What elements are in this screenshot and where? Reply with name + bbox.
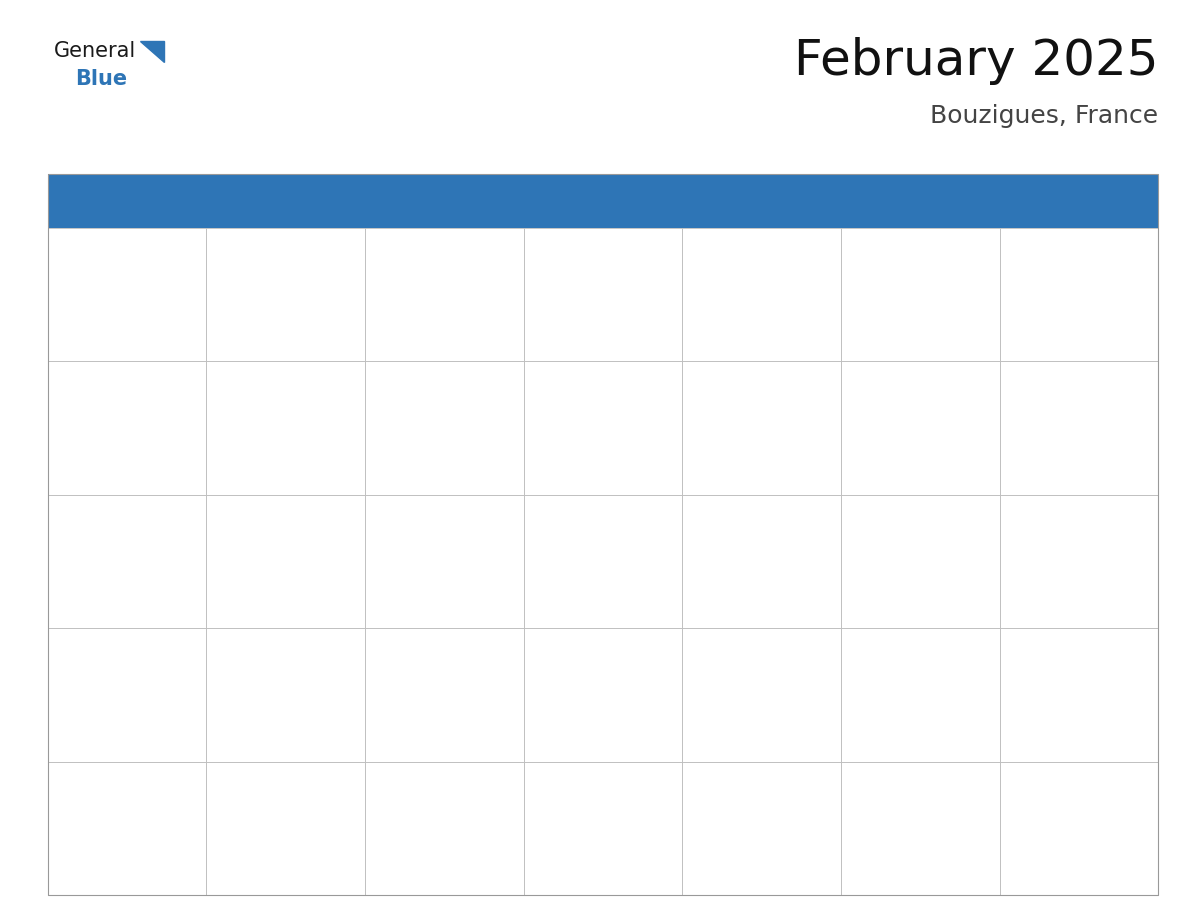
Text: Sunrise: 7:55 AM
Sunset: 6:02 PM
Daylight: 10 hours
and 7 minutes.: Sunrise: 7:55 AM Sunset: 6:02 PM Dayligh… — [689, 391, 805, 457]
Text: Sunrise: 8:01 AM
Sunset: 5:56 PM
Daylight: 9 hours
and 54 minutes.: Sunrise: 8:01 AM Sunset: 5:56 PM Dayligh… — [1006, 258, 1114, 323]
Text: 7: 7 — [848, 368, 860, 386]
Text: 15: 15 — [1006, 502, 1030, 520]
Text: February 2025: February 2025 — [794, 37, 1158, 84]
Text: 8: 8 — [1006, 368, 1018, 386]
Text: Sunrise: 7:25 AM
Sunset: 6:30 PM
Daylight: 11 hours
and 5 minutes.: Sunrise: 7:25 AM Sunset: 6:30 PM Dayligh… — [689, 792, 805, 857]
Text: 18: 18 — [372, 635, 394, 654]
Text: Sunrise: 7:57 AM
Sunset: 6:01 PM
Daylight: 10 hours
and 4 minutes.: Sunrise: 7:57 AM Sunset: 6:01 PM Dayligh… — [531, 391, 646, 457]
Text: 21: 21 — [848, 635, 871, 654]
Text: Sunrise: 7:30 AM
Sunset: 6:27 PM
Daylight: 10 hours
and 56 minutes.: Sunrise: 7:30 AM Sunset: 6:27 PM Dayligh… — [214, 792, 329, 857]
Text: 22: 22 — [1006, 635, 1030, 654]
Text: 27: 27 — [689, 769, 713, 787]
Text: Sunrise: 7:37 AM
Sunset: 6:20 PM
Daylight: 10 hours
and 42 minutes.: Sunrise: 7:37 AM Sunset: 6:20 PM Dayligh… — [531, 658, 646, 724]
Text: 11: 11 — [372, 502, 394, 520]
Text: 3: 3 — [214, 368, 225, 386]
Text: Sunrise: 7:23 AM
Sunset: 6:32 PM
Daylight: 11 hours
and 8 minutes.: Sunrise: 7:23 AM Sunset: 6:32 PM Dayligh… — [848, 792, 963, 857]
Text: 17: 17 — [214, 635, 236, 654]
Text: Tuesday: Tuesday — [403, 192, 485, 210]
Text: 14: 14 — [848, 502, 871, 520]
Text: 28: 28 — [848, 769, 871, 787]
Text: Sunrise: 7:54 AM
Sunset: 6:04 PM
Daylight: 10 hours
and 9 minutes.: Sunrise: 7:54 AM Sunset: 6:04 PM Dayligh… — [848, 391, 963, 457]
Text: Blue: Blue — [75, 69, 127, 89]
Text: Saturday: Saturday — [1034, 192, 1125, 210]
Text: General: General — [53, 41, 135, 62]
Text: 5: 5 — [531, 368, 542, 386]
Text: Sunrise: 7:46 AM
Sunset: 6:12 PM
Daylight: 10 hours
and 25 minutes.: Sunrise: 7:46 AM Sunset: 6:12 PM Dayligh… — [689, 525, 805, 590]
Text: Sunrise: 7:53 AM
Sunset: 6:05 PM
Daylight: 10 hours
and 12 minutes.: Sunrise: 7:53 AM Sunset: 6:05 PM Dayligh… — [1006, 391, 1123, 457]
Text: Sunrise: 7:28 AM
Sunset: 6:28 PM
Daylight: 10 hours
and 59 minutes.: Sunrise: 7:28 AM Sunset: 6:28 PM Dayligh… — [372, 792, 487, 857]
Text: Monday: Monday — [246, 192, 326, 210]
Text: Sunrise: 7:39 AM
Sunset: 6:19 PM
Daylight: 10 hours
and 39 minutes.: Sunrise: 7:39 AM Sunset: 6:19 PM Dayligh… — [372, 658, 487, 724]
Text: 1: 1 — [1006, 235, 1018, 253]
Text: Wednesday: Wednesday — [545, 192, 661, 210]
Text: Sunrise: 7:58 AM
Sunset: 6:00 PM
Daylight: 10 hours
and 2 minutes.: Sunrise: 7:58 AM Sunset: 6:00 PM Dayligh… — [372, 391, 487, 457]
Text: Thursday: Thursday — [715, 192, 808, 210]
Text: Bouzigues, France: Bouzigues, France — [930, 104, 1158, 128]
Text: Sunrise: 7:33 AM
Sunset: 6:24 PM
Daylight: 10 hours
and 51 minutes.: Sunrise: 7:33 AM Sunset: 6:24 PM Dayligh… — [1006, 658, 1123, 724]
Text: Sunrise: 7:36 AM
Sunset: 6:21 PM
Daylight: 10 hours
and 45 minutes.: Sunrise: 7:36 AM Sunset: 6:21 PM Dayligh… — [689, 658, 805, 724]
Text: 12: 12 — [531, 502, 554, 520]
Text: Sunrise: 7:43 AM
Sunset: 6:15 PM
Daylight: 10 hours
and 31 minutes.: Sunrise: 7:43 AM Sunset: 6:15 PM Dayligh… — [1006, 525, 1123, 590]
Text: Sunrise: 7:49 AM
Sunset: 6:09 PM
Daylight: 10 hours
and 20 minutes.: Sunrise: 7:49 AM Sunset: 6:09 PM Dayligh… — [372, 525, 487, 590]
Text: 4: 4 — [372, 368, 384, 386]
Text: 23: 23 — [55, 769, 77, 787]
Text: 26: 26 — [531, 769, 554, 787]
Text: 16: 16 — [55, 635, 77, 654]
Text: 6: 6 — [689, 368, 701, 386]
Text: Sunrise: 7:59 AM
Sunset: 5:58 PM
Daylight: 9 hours
and 59 minutes.: Sunrise: 7:59 AM Sunset: 5:58 PM Dayligh… — [214, 391, 321, 457]
Text: Friday: Friday — [889, 192, 952, 210]
Text: Sunrise: 7:26 AM
Sunset: 6:29 PM
Daylight: 11 hours
and 2 minutes.: Sunrise: 7:26 AM Sunset: 6:29 PM Dayligh… — [531, 792, 646, 857]
Text: 2: 2 — [55, 368, 67, 386]
Text: Sunrise: 7:42 AM
Sunset: 6:16 PM
Daylight: 10 hours
and 34 minutes.: Sunrise: 7:42 AM Sunset: 6:16 PM Dayligh… — [55, 658, 170, 724]
Polygon shape — [140, 41, 164, 62]
Text: Sunrise: 7:31 AM
Sunset: 6:25 PM
Daylight: 10 hours
and 53 minutes.: Sunrise: 7:31 AM Sunset: 6:25 PM Dayligh… — [55, 792, 170, 857]
Text: Sunrise: 7:45 AM
Sunset: 6:13 PM
Daylight: 10 hours
and 28 minutes.: Sunrise: 7:45 AM Sunset: 6:13 PM Dayligh… — [848, 525, 963, 590]
Text: Sunrise: 7:52 AM
Sunset: 6:07 PM
Daylight: 10 hours
and 14 minutes.: Sunrise: 7:52 AM Sunset: 6:07 PM Dayligh… — [55, 525, 170, 590]
Text: 9: 9 — [55, 502, 67, 520]
Text: Sunrise: 8:00 AM
Sunset: 5:57 PM
Daylight: 9 hours
and 57 minutes.: Sunrise: 8:00 AM Sunset: 5:57 PM Dayligh… — [55, 391, 163, 457]
Text: 20: 20 — [689, 635, 712, 654]
Text: 24: 24 — [214, 769, 236, 787]
Text: 25: 25 — [372, 769, 396, 787]
Text: 19: 19 — [531, 635, 554, 654]
Text: 10: 10 — [214, 502, 236, 520]
Text: 13: 13 — [689, 502, 713, 520]
Text: Sunrise: 7:40 AM
Sunset: 6:17 PM
Daylight: 10 hours
and 36 minutes.: Sunrise: 7:40 AM Sunset: 6:17 PM Dayligh… — [214, 658, 329, 724]
Text: Sunrise: 7:48 AM
Sunset: 6:11 PM
Daylight: 10 hours
and 23 minutes.: Sunrise: 7:48 AM Sunset: 6:11 PM Dayligh… — [531, 525, 646, 590]
Text: Sunrise: 7:34 AM
Sunset: 6:23 PM
Daylight: 10 hours
and 48 minutes.: Sunrise: 7:34 AM Sunset: 6:23 PM Dayligh… — [848, 658, 963, 724]
Text: Sunday: Sunday — [89, 192, 164, 210]
Text: Sunrise: 7:50 AM
Sunset: 6:08 PM
Daylight: 10 hours
and 17 minutes.: Sunrise: 7:50 AM Sunset: 6:08 PM Dayligh… — [214, 525, 329, 590]
